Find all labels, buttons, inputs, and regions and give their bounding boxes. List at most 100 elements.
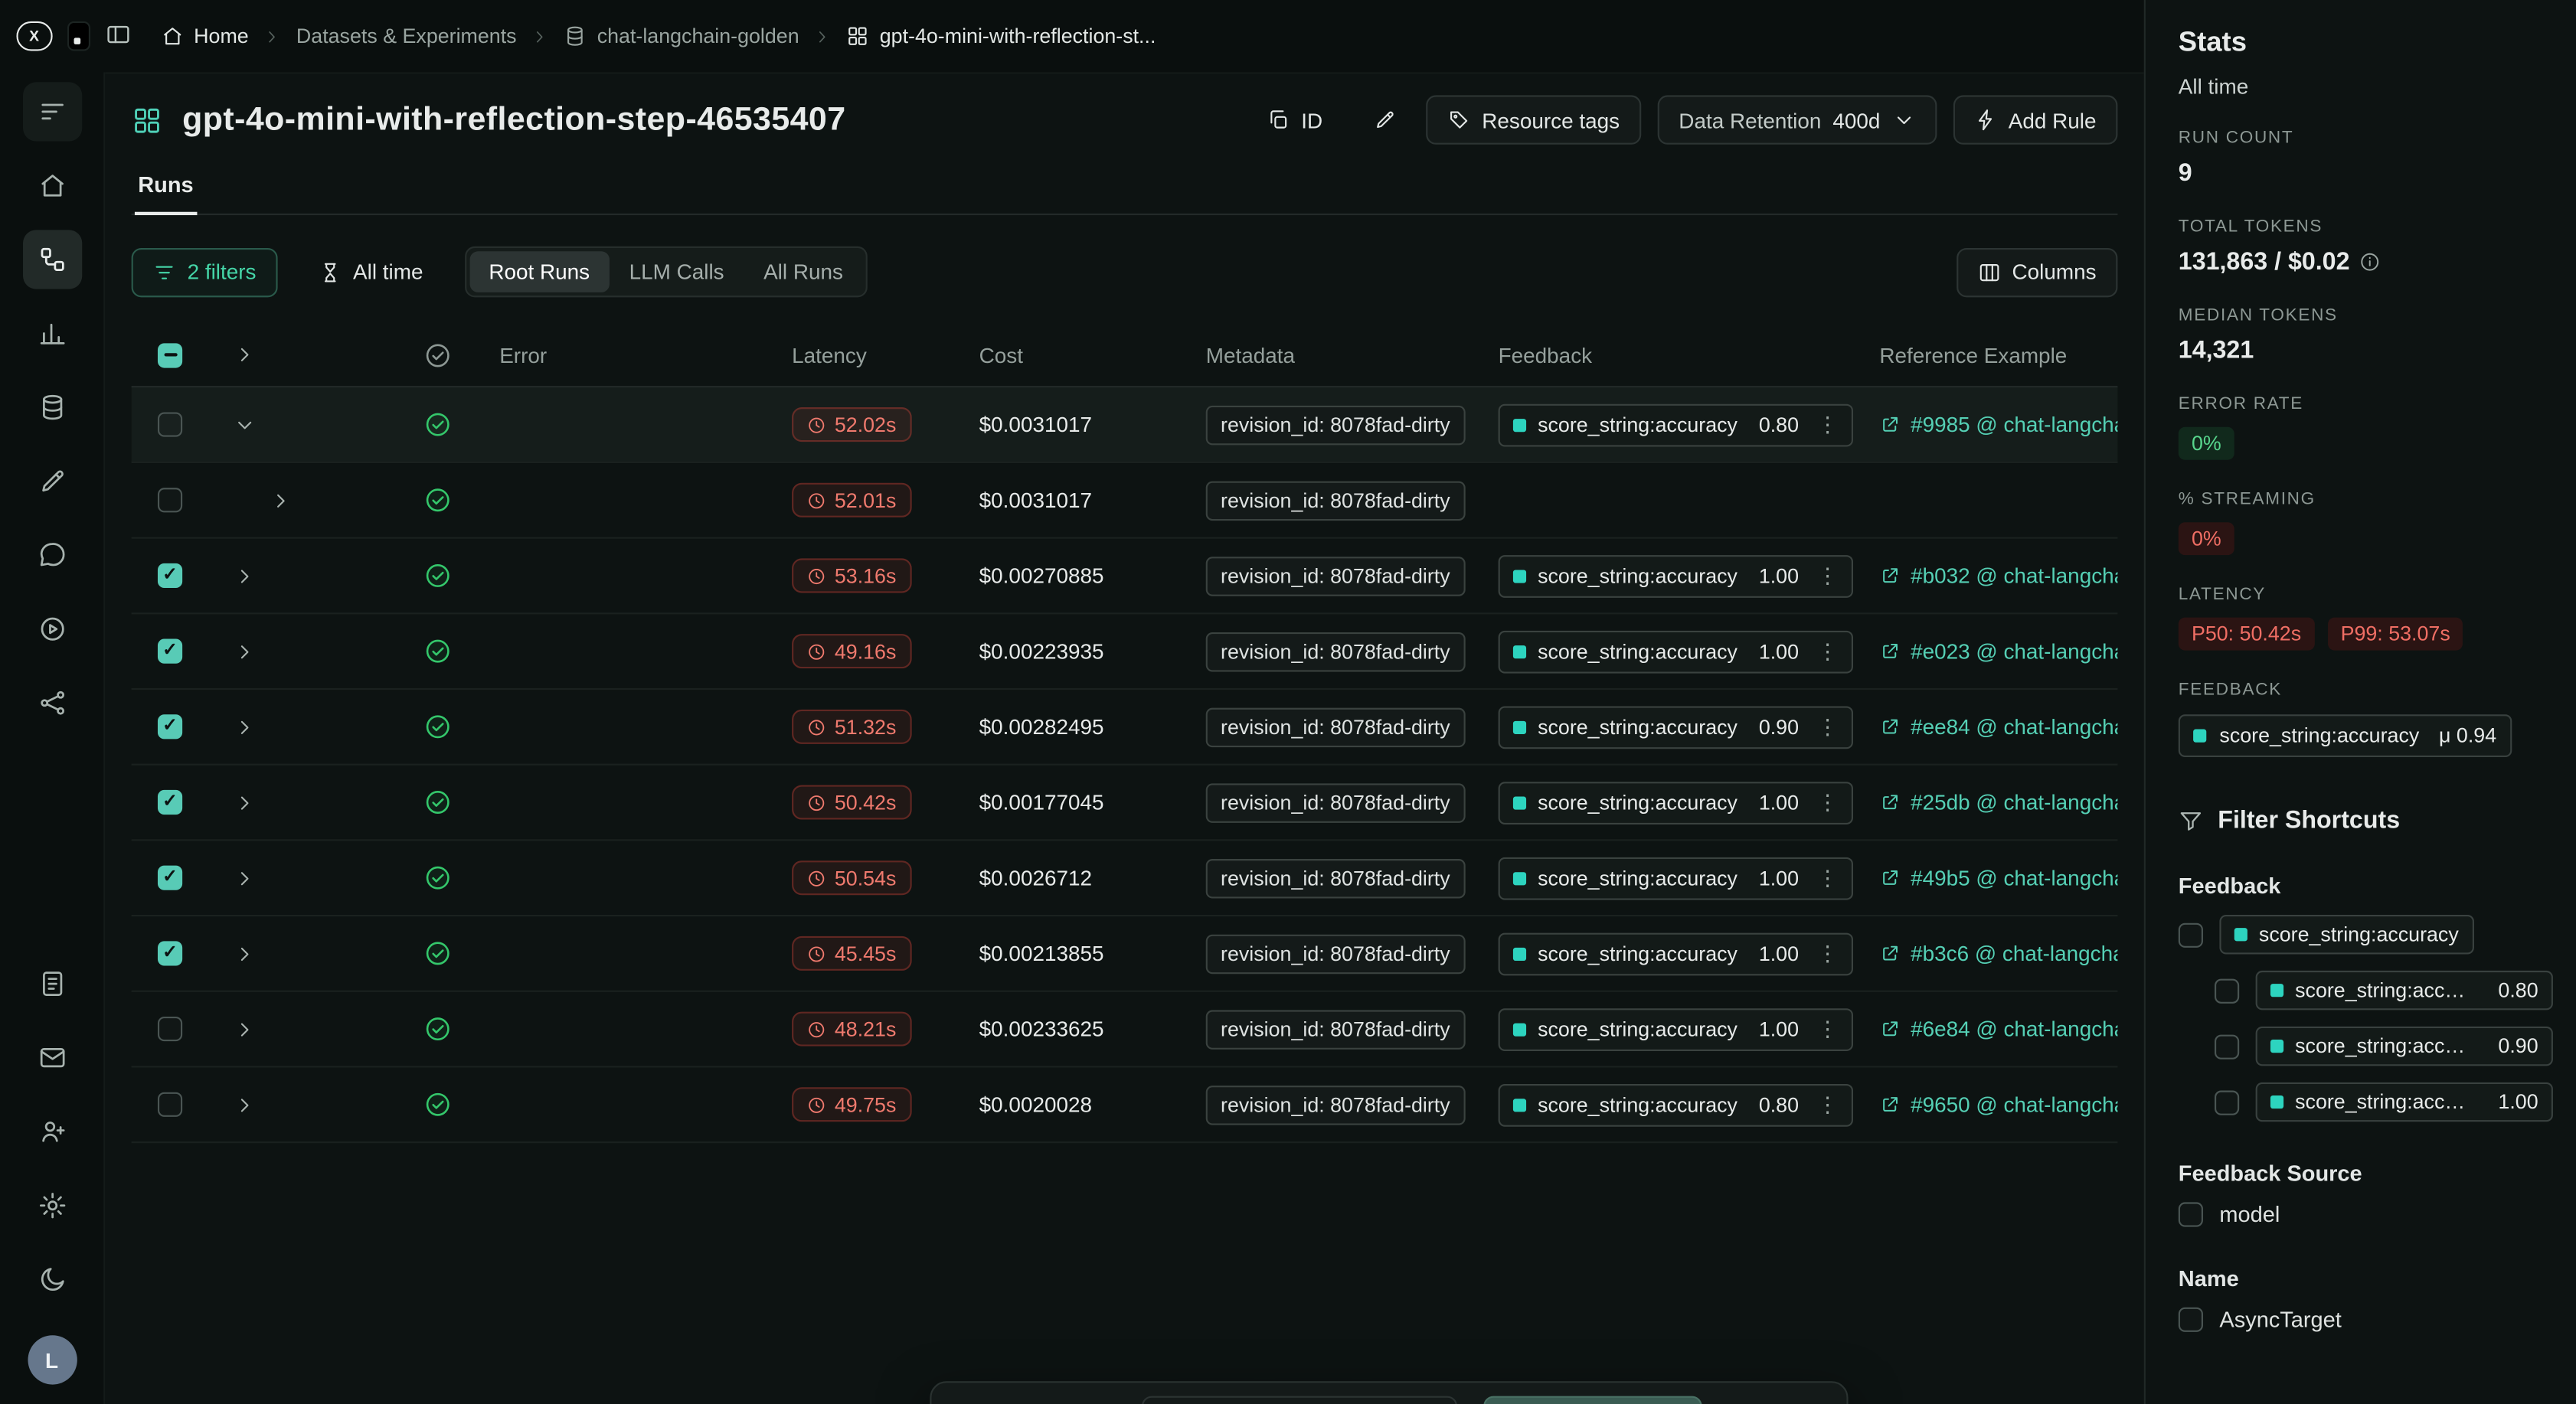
row-checkbox[interactable]	[157, 488, 183, 513]
feedback-menu-icon[interactable]: ⋮	[1816, 713, 1839, 739]
sidebar-item-invite[interactable]	[22, 1102, 81, 1161]
feedback-menu-icon[interactable]: ⋮	[1816, 638, 1839, 663]
select-all-checkbox[interactable]	[157, 342, 183, 367]
feedback-chip[interactable]: score_string:accuracy 1.00 ⋮	[1498, 781, 1853, 824]
add-to-annotation-queue-button[interactable]: Add to Annotation Queue	[1141, 1396, 1458, 1404]
feedback-menu-icon[interactable]: ⋮	[1816, 864, 1839, 890]
reference-example-link[interactable]: #49b5 @ chat-langchai	[1879, 866, 2117, 890]
feedback-chip[interactable]: score_string:accuracy 1.00 ⋮	[1498, 856, 1853, 900]
feedback-filter-chip[interactable]: score_string:accuracy 1.00	[2255, 1082, 2553, 1122]
edit-name-button[interactable]	[1360, 95, 1409, 144]
row-checkbox[interactable]	[157, 412, 183, 437]
breadcrumb-experiment[interactable]: gpt-4o-mini-with-reflection-st...	[847, 24, 1156, 47]
table-row[interactable]: 45.45s $0.00213855 revision_id: 8078fad-…	[131, 916, 2117, 992]
sidebar-item-playground[interactable]	[22, 599, 81, 658]
filters-button[interactable]: 2 filters	[131, 247, 278, 297]
row-expand-chevron-icon[interactable]	[220, 867, 256, 890]
feedback-filter-chip[interactable]: score_string:accuracy 0.80	[2255, 970, 2553, 1011]
filter-checkbox[interactable]	[2214, 978, 2240, 1003]
row-checkbox[interactable]	[157, 1092, 183, 1117]
sidebar-item-home[interactable]	[22, 156, 81, 215]
expand-all-chevron-icon[interactable]	[220, 343, 256, 366]
feedback-filter-chip[interactable]: score_string:accuracy 0.90	[2255, 1026, 2553, 1066]
filter-checkbox[interactable]	[2178, 922, 2203, 947]
column-header-reference-example[interactable]: Reference Example	[1879, 342, 2068, 367]
table-row[interactable]: 53.16s $0.00270885 revision_id: 8078fad-…	[131, 539, 2117, 615]
sidebar-item-runs[interactable]	[21, 230, 82, 289]
column-header-error[interactable]: Error	[499, 342, 548, 367]
column-header-latency[interactable]: Latency	[792, 342, 867, 367]
reference-example-link[interactable]: #b3c6 @ chat-langchai	[1879, 941, 2117, 965]
add-rule-button[interactable]: Add Rule	[1952, 95, 2118, 145]
table-row[interactable]: 52.02s $0.0031017 revision_id: 8078fad-d…	[131, 387, 2117, 464]
table-row[interactable]: 52.01s $0.0031017 revision_id: 8078fad-d…	[131, 463, 2118, 539]
time-range-button[interactable]: All time	[297, 247, 444, 296]
feedback-chip[interactable]: score_string:accuracy 1.00 ⋮	[1498, 932, 1853, 975]
column-header-cost[interactable]: Cost	[979, 342, 1024, 367]
feedback-menu-icon[interactable]: ⋮	[1816, 1091, 1839, 1116]
segment-all-runs[interactable]: All Runs	[763, 259, 843, 285]
filter-checkbox[interactable]	[2178, 1202, 2203, 1227]
feedback-menu-icon[interactable]: ⋮	[1816, 562, 1839, 587]
filter-checkbox[interactable]	[2178, 1307, 2203, 1332]
reference-example-link[interactable]: #25db @ chat-langchai	[1879, 790, 2117, 815]
user-avatar[interactable]: L	[27, 1335, 77, 1385]
row-checkbox[interactable]	[157, 865, 183, 890]
breadcrumb-home[interactable]: Home	[161, 24, 249, 47]
sidebar-item-annotations[interactable]	[22, 452, 81, 511]
segment-root-runs[interactable]: Root Runs	[469, 251, 610, 292]
feedback-chip[interactable]: score_string:accuracy 0.80 ⋮	[1498, 1082, 1853, 1126]
sidebar-item-settings[interactable]	[22, 1176, 81, 1235]
row-checkbox[interactable]	[157, 941, 183, 966]
reference-example-link[interactable]: #e023 @ chat-langchai	[1879, 639, 2117, 664]
column-header-feedback[interactable]: Feedback	[1498, 342, 1593, 367]
row-expand-chevron-icon[interactable]	[220, 942, 256, 965]
row-expand-chevron-icon[interactable]	[220, 1093, 256, 1116]
feedback-chip[interactable]: score_string:accuracy 0.80 ⋮	[1498, 403, 1853, 446]
feedback-summary-chip[interactable]: score_string:accuracy μ 0.94	[2178, 714, 2512, 758]
feedback-chip[interactable]: score_string:accuracy 1.00 ⋮	[1498, 629, 1853, 673]
sidebar-item-datasets[interactable]	[22, 377, 81, 436]
reference-example-link[interactable]: #ee84 @ chat-langchai	[1879, 714, 2117, 739]
add-to-dataset-button[interactable]: Add to Dataset	[1483, 1396, 1702, 1404]
reference-example-link[interactable]: #9650 @ chat-langchai	[1879, 1092, 2117, 1117]
tab-runs[interactable]: Runs	[134, 172, 197, 216]
reference-example-link[interactable]: #9985 @ chat-langchai	[1879, 412, 2117, 437]
table-row[interactable]: 51.32s $0.00282495 revision_id: 8078fad-…	[131, 690, 2117, 766]
sidebar-item-charts[interactable]	[22, 304, 81, 363]
sidebar-item-threads[interactable]	[22, 526, 81, 585]
sidebar-item-menu[interactable]	[21, 82, 82, 142]
sidebar-item-docs[interactable]	[22, 954, 81, 1013]
row-checkbox[interactable]	[157, 563, 183, 589]
sidebar-item-theme[interactable]	[22, 1250, 81, 1309]
sidebar-item-graph[interactable]	[22, 674, 81, 733]
breadcrumb-datasets-experiments[interactable]: Datasets & Experiments	[296, 24, 517, 48]
row-checkbox[interactable]	[157, 789, 183, 815]
row-expand-chevron-icon[interactable]	[220, 413, 256, 436]
feedback-menu-icon[interactable]: ⋮	[1816, 1015, 1839, 1041]
row-expand-chevron-icon[interactable]	[220, 791, 256, 814]
app-logo-icon[interactable]: X	[16, 21, 52, 51]
reference-example-link[interactable]: #b032 @ chat-langchai	[1879, 563, 2117, 588]
filter-checkbox[interactable]	[2214, 1033, 2240, 1059]
feedback-chip[interactable]: score_string:accuracy 1.00 ⋮	[1498, 554, 1853, 597]
row-checkbox[interactable]	[157, 638, 183, 664]
feedback-filter-chip[interactable]: score_string:accuracy	[2219, 914, 2474, 955]
data-retention-button[interactable]: Data Retention 400d	[1657, 95, 1937, 145]
feedback-menu-icon[interactable]: ⋮	[1816, 789, 1839, 815]
row-expand-chevron-icon[interactable]	[220, 715, 256, 738]
reference-example-link[interactable]: #6e84 @ chat-langchai	[1879, 1017, 2117, 1041]
feedback-menu-icon[interactable]: ⋮	[1816, 411, 1839, 436]
table-row[interactable]: 50.54s $0.0026712 revision_id: 8078fad-d…	[131, 841, 2117, 917]
workspace-logo-icon[interactable]	[66, 21, 90, 51]
row-checkbox[interactable]	[157, 714, 183, 740]
feedback-chip[interactable]: score_string:accuracy 1.00 ⋮	[1498, 1007, 1853, 1050]
column-header-metadata[interactable]: Metadata	[1205, 342, 1296, 367]
table-row[interactable]: 49.16s $0.00223935 revision_id: 8078fad-…	[131, 614, 2117, 691]
table-row[interactable]: 48.21s $0.00233625 revision_id: 8078fad-…	[131, 992, 2117, 1068]
resource-tags-button[interactable]: Resource tags	[1426, 95, 1641, 145]
breadcrumb-dataset[interactable]: chat-langchain-golden	[564, 24, 799, 47]
table-row[interactable]: 49.75s $0.0020028 revision_id: 8078fad-d…	[131, 1068, 2117, 1144]
row-expand-chevron-icon[interactable]	[220, 564, 256, 587]
sidebar-item-mail[interactable]	[22, 1028, 81, 1087]
